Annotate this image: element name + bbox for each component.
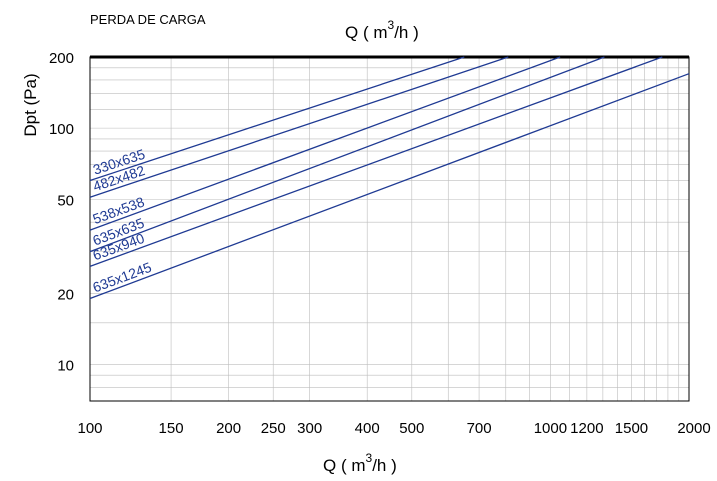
y-tick-label: 10 [57,357,74,374]
y-tick-label: 100 [49,121,74,138]
series-lines [89,56,690,300]
grid [90,57,689,401]
x-tick-label: 400 [355,420,380,437]
x-axis-label-sup: 3 [366,451,373,465]
x-tick-label: 700 [467,420,492,437]
x-axis-label: Q ( m3/h ) [323,451,397,475]
series-line-330x635 [89,56,465,182]
x-tick-label: 1500 [615,420,648,437]
series-labels: 330x635482x482538x538635x635635x940635x1… [90,146,153,296]
x-tick-label: 2000 [677,420,710,437]
x-tick-labels: 100 150 200 250 300 400 500 700 1000 1200 1500 2000 [77,420,710,437]
x-axis-label-prefix: Q ( m [323,456,366,475]
x-axis-label-suffix: /h ) [372,456,397,475]
y-tick-labels: 10 20 50 100 200 [49,50,74,374]
x-tick-label: 1200 [570,420,603,437]
y-axis-label: Dpt (Pa) [21,73,40,136]
top-axis-label: Q ( m3/h ) [345,18,419,42]
chart-title: PERDA DE CARGA [90,12,206,27]
top-axis-label-sup: 3 [388,18,395,32]
x-tick-label: 150 [159,420,184,437]
series-line-635x940 [89,56,663,267]
x-tick-label: 500 [399,420,424,437]
y-tick-label: 20 [57,286,74,303]
plot-frame [89,56,690,402]
x-tick-label: 100 [77,420,102,437]
x-tick-label: 300 [297,420,322,437]
series-label-635x1245: 635x1245 [90,259,153,296]
series-line-635x1245 [89,73,690,300]
series-line-635x635 [89,56,605,253]
series-line-482x482 [89,56,509,198]
series-line-538x538 [89,56,561,231]
x-tick-label: 200 [216,420,241,437]
x-tick-label: 250 [261,420,286,437]
x-tick-label: 1000 [534,420,567,437]
top-axis-label-prefix: Q ( m [345,23,388,42]
y-tick-label: 50 [57,192,74,209]
y-tick-label: 200 [49,50,74,67]
top-axis-label-suffix: /h ) [394,23,419,42]
